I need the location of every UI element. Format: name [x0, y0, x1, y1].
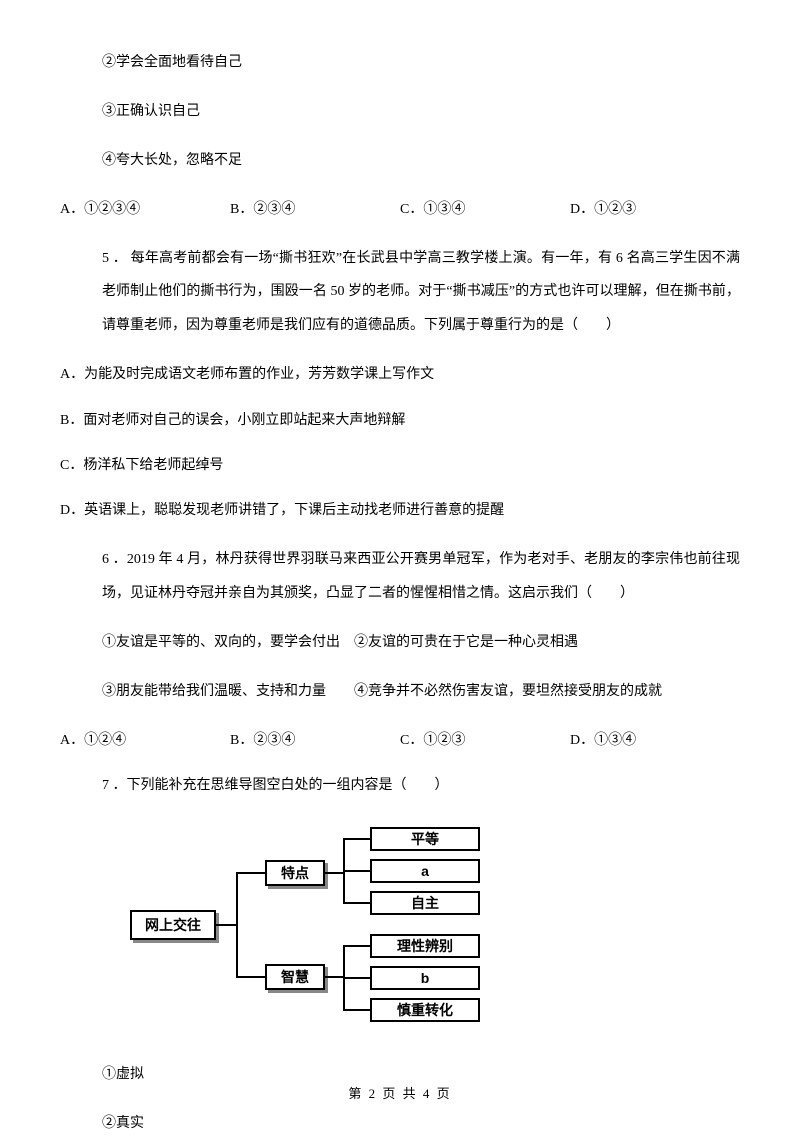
q7-opt2: ②真实	[60, 1111, 740, 1136]
q4-option-a[interactable]: A．①②③④	[60, 198, 230, 218]
q5-option-c[interactable]: C．杨洋私下给老师起绰号	[60, 453, 740, 478]
q4-option-d[interactable]: D．①②③	[570, 198, 740, 218]
diagram-leaf-6: 慎重转化	[370, 998, 480, 1022]
diagram-leaf-1: 平等	[370, 827, 480, 851]
diagram-mid-2: 智慧	[265, 964, 325, 990]
page-footer: 第 2 页 共 4 页	[0, 1083, 800, 1102]
q5-option-a[interactable]: A．为能及时完成语文老师布置的作业，芳芳数学课上写作文	[60, 362, 740, 387]
q4-option-c[interactable]: C．①③④	[400, 198, 570, 218]
q6-option-d[interactable]: D．①③④	[570, 729, 740, 749]
q6-line2: ③朋友能带给我们温暖、支持和力量 ④竞争并不必然伤害友谊，要坦然接受朋友的成就	[60, 679, 740, 704]
diagram-leaf-3: 自主	[370, 891, 480, 915]
q4-option-b[interactable]: B．②③④	[230, 198, 400, 218]
q4-item-4: ④夸大长处，忽略不足	[60, 148, 740, 173]
q7-stem: 7 ．下列能补充在思维导图空白处的一组内容是（ ）	[60, 773, 740, 798]
q6-options: A．①②④ B．②③④ C．①②③ D．①③④	[60, 729, 740, 749]
q6-option-b[interactable]: B．②③④	[230, 729, 400, 749]
q4-options: A．①②③④ B．②③④ C．①③④ D．①②③	[60, 198, 740, 218]
mindmap-diagram: 网上交往 特点 智慧 平等 a 自主 理性辨别 b 慎重转化	[60, 822, 740, 1032]
q6-stem: 6 ．2019 年 4 月，林丹获得世界羽联马来西亚公开赛男单冠军，作为老对手、…	[60, 543, 740, 610]
q6-line1: ①友谊是平等的、双向的，要学会付出 ②友谊的可贵在于它是一种心灵相遇	[60, 630, 740, 655]
q6-option-c[interactable]: C．①②③	[400, 729, 570, 749]
diagram-leaf-4: 理性辨别	[370, 934, 480, 958]
q5-stem: 5 ． 每年高考前都会有一场“撕书狂欢”在长武县中学高三教学楼上演。有一年，有 …	[60, 242, 740, 343]
q5-option-d[interactable]: D．英语课上，聪聪发现老师讲错了，下课后主动找老师进行善意的提醒	[60, 498, 740, 523]
diagram-root: 网上交往	[130, 910, 216, 940]
diagram-mid-1: 特点	[265, 860, 325, 886]
diagram-leaf-2: a	[370, 859, 480, 883]
q4-item-2: ②学会全面地看待自己	[60, 50, 740, 75]
q5-option-b[interactable]: B．面对老师对自己的误会，小刚立即站起来大声地辩解	[60, 408, 740, 433]
q6-option-a[interactable]: A．①②④	[60, 729, 230, 749]
q4-item-3: ③正确认识自己	[60, 99, 740, 124]
diagram-leaf-5: b	[370, 966, 480, 990]
